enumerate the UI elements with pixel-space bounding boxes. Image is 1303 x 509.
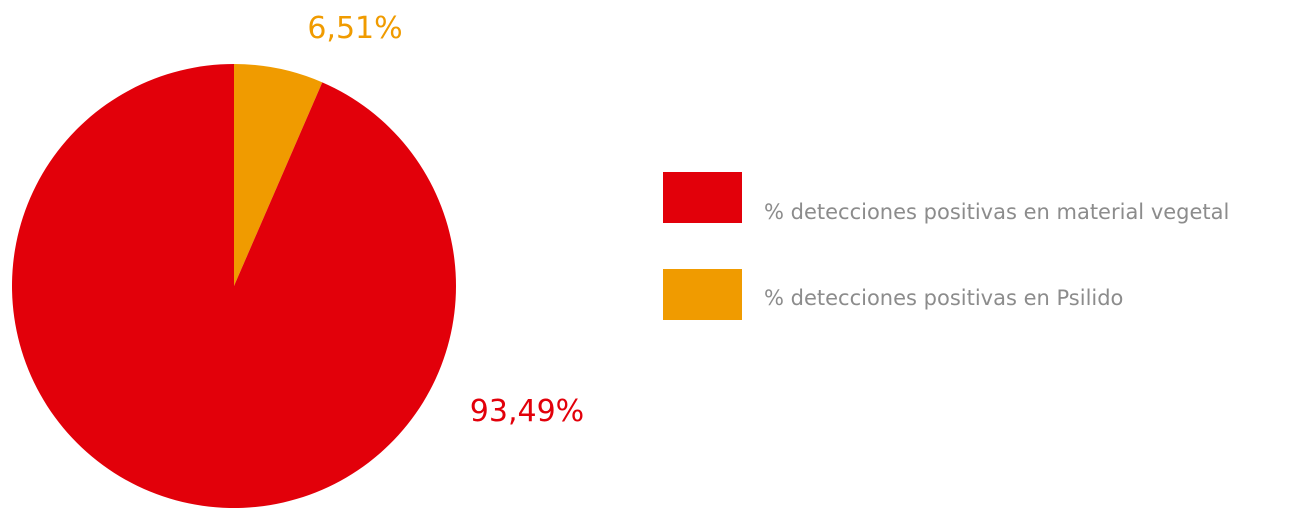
legend-swatch-psilido [663, 269, 742, 320]
data-label-material-vegetal: 93,49% [470, 394, 584, 429]
legend-item-material-vegetal: % detecciones positivas en material vege… [663, 172, 1283, 224]
pie-slice-material-vegetal [12, 64, 457, 508]
legend-label-material-vegetal: % detecciones positivas en material vege… [764, 200, 1230, 224]
legend-label-psilido: % detecciones positivas en Psilido [764, 286, 1124, 310]
legend-item-psilido: % detecciones positivas en Psilido [663, 269, 1283, 321]
data-label-psilido: 6,51% [307, 11, 402, 46]
pie-slice-psilido [234, 64, 323, 286]
legend-swatch-material-vegetal [663, 172, 742, 223]
